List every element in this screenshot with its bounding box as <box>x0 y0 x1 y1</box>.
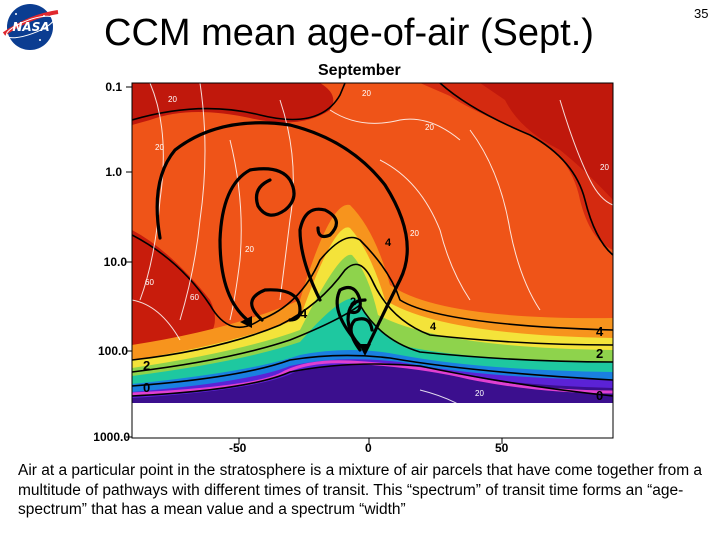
contour-label: 20 <box>425 123 434 132</box>
contour-label: 2 <box>350 296 356 308</box>
y-tick-label: 1000.0 <box>93 430 130 444</box>
contour-label: 4 <box>300 306 308 321</box>
y-tick-label: 100.0 <box>97 344 128 358</box>
contour-label: 0 <box>143 380 150 395</box>
contour-label: 20 <box>168 95 177 104</box>
slide-number: 35 <box>694 6 709 21</box>
contour-label: 20 <box>155 143 164 152</box>
contour-label: 20 <box>362 89 371 98</box>
contour-label: 60 <box>190 293 199 302</box>
y-tick-label: 1.0 <box>105 165 122 179</box>
contour-label: 2 <box>596 346 603 361</box>
y-tick-label: 10.0 <box>103 255 127 269</box>
contour-label: 60 <box>145 278 154 287</box>
y-tick-label: 0.1 <box>105 80 122 94</box>
contour-label: 0 <box>596 388 603 403</box>
contour-label: 20 <box>245 245 254 254</box>
contour-label: 20 <box>600 163 609 172</box>
x-tick-label: -50 <box>229 441 247 455</box>
contour-label: 20 <box>410 229 419 238</box>
nasa-meatball-icon: NASA <box>2 4 59 50</box>
contour-label: 20 <box>475 389 484 398</box>
x-tick-label: 50 <box>495 441 509 455</box>
contour-label: 2 <box>143 358 150 373</box>
nasa-logo-text: NASA <box>12 20 49 34</box>
slide-caption: Air at a particular point in the stratos… <box>18 462 703 518</box>
contour-label: 4 <box>385 237 392 249</box>
contour-label: 4 <box>430 321 437 333</box>
plot-title: September <box>318 62 401 79</box>
slide-title: CCM mean age-of-air (Sept.) <box>104 12 594 54</box>
contour-label: 4 <box>596 324 604 339</box>
x-tick-label: 0 <box>365 441 372 455</box>
